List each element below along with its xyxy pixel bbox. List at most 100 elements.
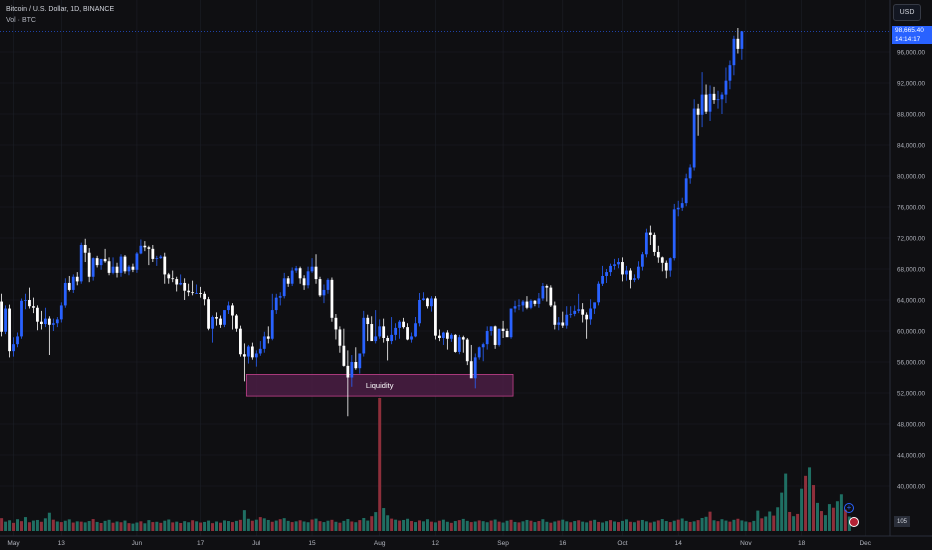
volume-bar	[35, 519, 39, 531]
currency-button[interactable]: USD	[893, 4, 921, 21]
candle-body	[696, 108, 700, 115]
volume-bar	[274, 520, 278, 531]
candle-body	[597, 283, 600, 303]
volume-bar	[605, 521, 609, 531]
candle-body	[71, 276, 75, 290]
volume-bar	[732, 519, 736, 531]
volume-bar	[441, 519, 445, 531]
candle-body	[103, 258, 107, 262]
volume-bar	[672, 520, 676, 531]
candle-body	[581, 309, 585, 315]
candle-body	[613, 264, 616, 266]
volume-bar	[406, 518, 410, 531]
candle-body	[95, 258, 99, 266]
volume-bar	[808, 467, 812, 531]
volume-bar	[374, 512, 378, 531]
candle-body	[167, 274, 171, 279]
candle-body	[692, 108, 696, 168]
y-axis[interactable]: 40,000.00 44,000.00 48,000.00 52,000.00 56,0…	[897, 50, 926, 491]
candle-body	[728, 65, 732, 81]
volume-bar	[398, 520, 402, 531]
volume-bar	[334, 521, 338, 531]
volume-bar	[290, 522, 294, 531]
volume-bar	[831, 507, 835, 531]
candle-body	[708, 93, 712, 112]
volume-bar	[593, 519, 597, 531]
volume-bar	[624, 519, 628, 531]
volume-bar	[537, 521, 541, 531]
volume-bar	[195, 521, 199, 531]
volume-bar	[0, 518, 4, 531]
y-tick-label: 60,000.00	[897, 329, 926, 336]
candle-body	[135, 253, 139, 270]
volume-bar	[565, 521, 569, 531]
candle-body	[386, 337, 390, 342]
volume-bar	[16, 519, 20, 531]
candle-body	[660, 257, 664, 263]
volume-bar	[545, 521, 549, 531]
candle-body	[521, 301, 525, 306]
x-tick-label: Oct	[617, 540, 627, 547]
volume-bar	[457, 520, 461, 531]
candle-body	[266, 336, 270, 339]
plus-circle-icon[interactable]: +	[844, 503, 854, 513]
candle-body	[143, 245, 147, 248]
x-axis[interactable]: May 13 Jun 17 Jul 15 Aug 12 Sep 16 Oct 14 Nov 18 Dec	[7, 540, 871, 547]
volume-bar	[71, 522, 75, 531]
candle-body	[553, 305, 557, 325]
volume-bar	[704, 516, 708, 531]
volume-bar	[127, 523, 131, 531]
candlesticks	[0, 27, 744, 417]
candle-body	[115, 266, 119, 273]
volume-bar	[338, 522, 342, 531]
candle-body	[36, 307, 39, 322]
volume-bar	[298, 520, 302, 531]
candle-body	[187, 290, 191, 293]
x-tick-label: 14	[675, 540, 683, 547]
volume-bar	[509, 519, 513, 531]
volume-bar	[760, 518, 764, 531]
volume-bar	[648, 522, 652, 531]
candle-body	[211, 317, 214, 329]
flag-icon[interactable]	[849, 517, 859, 527]
volume-bar	[55, 521, 59, 531]
volume-bar	[23, 517, 27, 531]
candle-body	[47, 318, 51, 325]
liquidity-label: Liquidity	[366, 381, 394, 390]
volume-bar	[652, 521, 656, 531]
candle-body	[87, 252, 91, 277]
candle-body	[139, 245, 143, 254]
volume-bar	[437, 520, 441, 531]
candle-body	[577, 309, 581, 311]
candle-body	[700, 94, 704, 115]
volume-bar	[103, 520, 107, 531]
liquidity-zone[interactable]: Liquidity	[245, 373, 514, 397]
y-tick-label: 40,000.00	[897, 484, 926, 491]
candle-body	[513, 306, 517, 309]
candle-body	[235, 315, 238, 329]
volume-bar	[620, 520, 624, 531]
candle-body	[183, 282, 187, 291]
volume-bar	[219, 522, 222, 531]
candle-body	[123, 256, 127, 272]
candle-body	[621, 262, 624, 275]
candle-body	[545, 286, 549, 288]
volume-bar	[123, 520, 127, 531]
x-tick-label: 12	[432, 540, 440, 547]
volume-bar	[521, 521, 525, 531]
volume-bar	[294, 521, 298, 531]
x-tick-label: May	[7, 540, 20, 547]
volume-bar	[139, 521, 143, 531]
candle-body	[40, 321, 43, 325]
candle-body	[91, 258, 95, 277]
volume-bar	[577, 520, 581, 531]
volume-bar	[270, 521, 274, 531]
volume-bar	[402, 519, 406, 531]
volume-bar	[720, 519, 724, 531]
volume-bar	[792, 516, 796, 531]
candle-body	[306, 271, 310, 286]
volume-bar	[386, 515, 390, 531]
candle-body	[294, 268, 298, 271]
candle-body	[203, 293, 206, 300]
